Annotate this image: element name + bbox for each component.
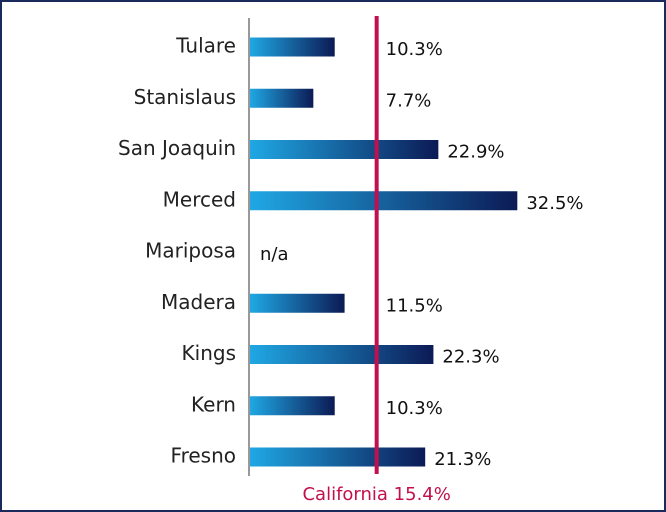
bar	[250, 396, 335, 416]
category-label: Madera	[161, 290, 236, 314]
bar	[250, 447, 426, 467]
value-label: n/a	[260, 244, 289, 265]
bar	[250, 191, 518, 211]
value-label: 22.3%	[442, 347, 499, 368]
bar	[250, 37, 335, 57]
category-label: Kings	[182, 341, 236, 365]
value-label: 7.7%	[386, 90, 432, 111]
value-label: 11.5%	[386, 295, 443, 316]
bar	[250, 140, 439, 159]
category-label: Stanislaus	[134, 85, 236, 109]
category-label: San Joaquin	[118, 136, 236, 160]
value-label: 10.3%	[386, 398, 443, 419]
category-label: Tulare	[175, 34, 236, 58]
category-label: Kern	[191, 392, 236, 416]
value-label: 22.9%	[447, 142, 504, 163]
bar	[250, 293, 345, 313]
bar	[250, 88, 314, 108]
category-label: Fresno	[171, 444, 236, 468]
value-label: 10.3%	[386, 39, 443, 60]
category-label: Merced	[163, 187, 236, 211]
value-label: 32.5%	[526, 193, 583, 214]
category-label: Mariposa	[145, 239, 236, 263]
value-label: 21.3%	[434, 449, 491, 470]
bar	[250, 345, 434, 364]
reference-label: California 15.4%	[302, 484, 450, 505]
